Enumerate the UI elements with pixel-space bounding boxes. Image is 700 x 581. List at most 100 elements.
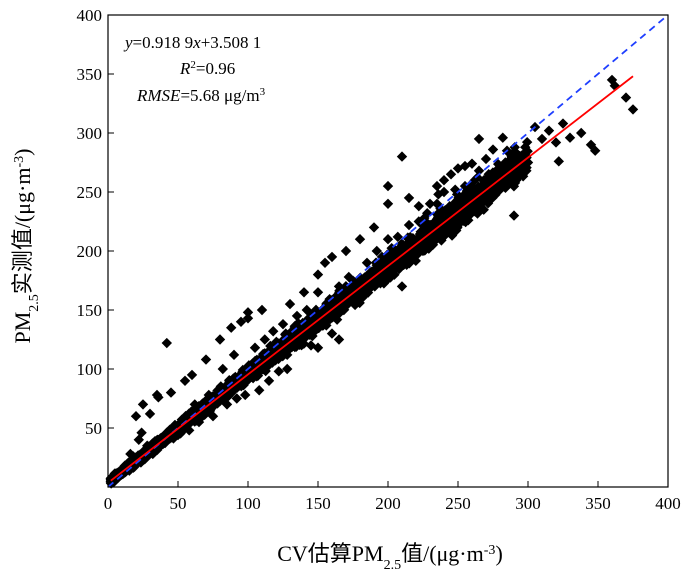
data-point bbox=[609, 80, 620, 91]
data-point bbox=[326, 328, 338, 339]
data-point bbox=[519, 152, 531, 163]
data-point bbox=[361, 287, 373, 298]
y-tick-label: 150 bbox=[77, 301, 103, 320]
data-point bbox=[179, 375, 191, 386]
data-point bbox=[382, 180, 394, 192]
equation-y: y bbox=[123, 33, 133, 52]
data-point bbox=[161, 337, 172, 349]
data-point bbox=[147, 448, 158, 460]
data-point bbox=[338, 304, 349, 316]
data-point bbox=[214, 334, 226, 345]
data-point bbox=[354, 234, 366, 245]
data-point bbox=[217, 363, 228, 375]
r2-symbol: R bbox=[179, 59, 191, 78]
data-point bbox=[397, 238, 408, 250]
data-point bbox=[282, 363, 293, 375]
data-point bbox=[627, 104, 639, 115]
data-point bbox=[319, 257, 331, 268]
data-point bbox=[432, 225, 443, 236]
y-title-sub: 2.5 bbox=[27, 294, 42, 312]
data-point bbox=[403, 219, 415, 231]
data-point bbox=[368, 222, 380, 233]
rmse-symbol: RMSE bbox=[136, 86, 181, 105]
data-point bbox=[508, 210, 520, 221]
data-point bbox=[184, 425, 195, 436]
data-point bbox=[477, 181, 489, 192]
data-point bbox=[466, 158, 478, 169]
data-point bbox=[130, 411, 142, 422]
data-point bbox=[343, 271, 354, 283]
y-tick-label: 100 bbox=[77, 360, 103, 379]
data-point bbox=[235, 316, 247, 327]
data-point bbox=[427, 239, 439, 250]
data-point bbox=[487, 169, 499, 180]
data-point bbox=[242, 307, 254, 318]
fit-line bbox=[110, 75, 634, 482]
y-tick-label: 50 bbox=[85, 419, 102, 438]
data-point bbox=[468, 184, 480, 196]
data-point bbox=[543, 125, 555, 136]
data-point bbox=[254, 385, 265, 396]
data-point bbox=[162, 428, 173, 440]
data-point bbox=[282, 349, 293, 361]
data-point bbox=[226, 322, 237, 333]
x-tick-label: 50 bbox=[170, 494, 187, 513]
data-point bbox=[277, 318, 289, 330]
equation-intercept: +3.508 1 bbox=[201, 33, 262, 52]
data-point bbox=[413, 216, 424, 227]
data-point bbox=[228, 349, 240, 361]
data-point bbox=[480, 153, 492, 165]
data-point bbox=[550, 137, 562, 148]
x-tick-label: 0 bbox=[104, 494, 113, 513]
data-point bbox=[125, 448, 136, 460]
data-point bbox=[536, 133, 548, 145]
data-point bbox=[396, 281, 408, 292]
data-point bbox=[207, 411, 219, 422]
data-point bbox=[553, 156, 564, 167]
data-point bbox=[455, 210, 466, 221]
y-tick-label: 250 bbox=[77, 183, 103, 202]
data-point bbox=[442, 204, 454, 216]
data-marks bbox=[105, 74, 639, 489]
data-point bbox=[520, 163, 531, 174]
data-point bbox=[447, 224, 458, 236]
data-point bbox=[399, 253, 410, 265]
data-point bbox=[144, 408, 156, 420]
data-point bbox=[431, 180, 443, 192]
data-point bbox=[522, 146, 533, 157]
y-tick-label: 400 bbox=[77, 6, 103, 25]
data-point bbox=[438, 186, 450, 198]
data-point bbox=[333, 334, 345, 345]
rmse-unit-superscript: 3 bbox=[260, 86, 266, 98]
data-point bbox=[382, 198, 394, 209]
x-tick-label: 100 bbox=[235, 494, 261, 513]
data-point bbox=[452, 222, 463, 233]
data-point bbox=[433, 189, 444, 200]
data-point bbox=[564, 132, 576, 143]
data-point bbox=[557, 118, 569, 129]
data-point bbox=[142, 440, 153, 451]
data-point bbox=[468, 204, 479, 216]
data-point bbox=[221, 399, 233, 410]
data-point bbox=[136, 427, 147, 438]
data-point bbox=[392, 231, 403, 243]
x-title-mid: 值/(μg·m bbox=[401, 541, 484, 566]
data-point bbox=[469, 175, 480, 186]
data-point bbox=[521, 136, 533, 148]
y-title-sup: -3 bbox=[12, 156, 27, 168]
data-point bbox=[396, 151, 408, 162]
data-point bbox=[259, 334, 270, 345]
data-point bbox=[182, 410, 193, 421]
data-point bbox=[438, 175, 450, 186]
data-point bbox=[494, 163, 506, 174]
equation-coef: =0.918 9 bbox=[133, 33, 194, 52]
y-title-post: ) bbox=[10, 149, 35, 156]
data-point bbox=[509, 142, 520, 153]
r2-annotation: R2=0.96 bbox=[179, 59, 235, 78]
data-point bbox=[482, 186, 493, 197]
data-point bbox=[419, 212, 430, 224]
data-point bbox=[487, 144, 499, 155]
data-point bbox=[352, 293, 363, 304]
data-point bbox=[497, 132, 508, 143]
